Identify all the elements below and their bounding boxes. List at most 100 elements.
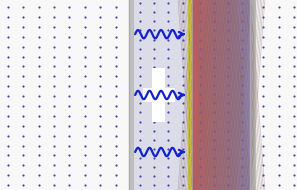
Point — [276, 65, 281, 68]
Point — [226, 111, 230, 114]
Point — [226, 120, 230, 123]
Bar — [202, 0, 203, 190]
Point — [180, 166, 185, 169]
Point — [67, 16, 72, 19]
Bar — [249, 0, 251, 190]
Point — [211, 56, 216, 59]
Point — [21, 105, 26, 108]
Point — [211, 166, 216, 169]
Bar — [232, 0, 233, 190]
Point — [166, 74, 171, 78]
Bar — [224, 0, 225, 190]
Point — [261, 35, 266, 38]
Point — [83, 55, 87, 58]
Point — [197, 38, 202, 41]
Point — [226, 93, 230, 96]
Point — [67, 124, 72, 127]
Point — [36, 134, 41, 137]
Point — [52, 75, 56, 78]
Point — [52, 114, 56, 117]
Point — [292, 65, 296, 68]
Point — [240, 129, 245, 132]
Point — [180, 111, 185, 114]
Bar — [199, 0, 201, 190]
Point — [113, 134, 118, 137]
Point — [5, 154, 10, 157]
Point — [180, 29, 185, 32]
Point — [226, 65, 230, 68]
Point — [5, 55, 10, 58]
Point — [67, 35, 72, 38]
Bar — [197, 0, 198, 190]
Point — [166, 84, 171, 87]
Point — [276, 124, 281, 127]
Point — [113, 16, 118, 19]
Point — [36, 164, 41, 167]
Point — [226, 175, 230, 178]
Point — [211, 102, 216, 105]
Point — [36, 55, 41, 58]
Point — [226, 157, 230, 160]
Point — [292, 184, 296, 187]
Point — [98, 134, 103, 137]
Point — [5, 105, 10, 108]
Point — [240, 111, 245, 114]
Point — [138, 2, 142, 5]
Point — [83, 164, 87, 167]
Point — [152, 111, 157, 114]
Bar — [129, 0, 133, 190]
Point — [152, 47, 157, 50]
Point — [21, 55, 26, 58]
Point — [67, 25, 72, 28]
Point — [52, 184, 56, 187]
Point — [197, 93, 202, 96]
Point — [226, 47, 230, 50]
Point — [5, 174, 10, 177]
Point — [197, 47, 202, 50]
Point — [240, 47, 245, 50]
Point — [240, 138, 245, 141]
Point — [52, 174, 56, 177]
Bar — [204, 0, 206, 190]
Bar — [216, 0, 217, 190]
Point — [211, 138, 216, 141]
Point — [113, 144, 118, 147]
Point — [211, 38, 216, 41]
Point — [5, 114, 10, 117]
Point — [197, 84, 202, 87]
Point — [138, 56, 142, 59]
Point — [180, 2, 185, 5]
Point — [138, 157, 142, 160]
Point — [276, 154, 281, 157]
Point — [166, 56, 171, 59]
Point — [21, 16, 26, 19]
Bar — [208, 0, 209, 190]
Point — [180, 175, 185, 178]
Bar — [248, 0, 249, 190]
Point — [98, 105, 103, 108]
Point — [197, 65, 202, 68]
Point — [52, 25, 56, 28]
Point — [83, 124, 87, 127]
Point — [36, 184, 41, 187]
Point — [36, 174, 41, 177]
Point — [36, 105, 41, 108]
Point — [36, 25, 41, 28]
Point — [98, 25, 103, 28]
Point — [36, 95, 41, 98]
Point — [292, 75, 296, 78]
Point — [152, 2, 157, 5]
Point — [226, 129, 230, 132]
Point — [197, 184, 202, 187]
Point — [113, 124, 118, 127]
Point — [292, 55, 296, 58]
Point — [211, 120, 216, 123]
Point — [36, 35, 41, 38]
Point — [197, 74, 202, 78]
Point — [276, 174, 281, 177]
Point — [197, 175, 202, 178]
Point — [138, 175, 142, 178]
Point — [226, 38, 230, 41]
Point — [138, 166, 142, 169]
Point — [138, 38, 142, 41]
